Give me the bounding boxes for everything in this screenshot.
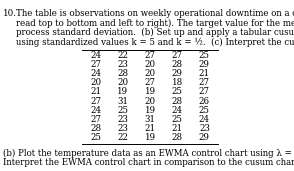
Text: 29: 29 <box>199 133 210 142</box>
Text: 28: 28 <box>172 133 183 142</box>
Text: 25: 25 <box>117 106 128 115</box>
Text: 18: 18 <box>172 78 183 87</box>
Text: 24: 24 <box>199 115 210 124</box>
Text: 21: 21 <box>172 124 183 133</box>
Text: 19: 19 <box>117 87 128 96</box>
Text: 31: 31 <box>117 97 128 106</box>
Text: 25: 25 <box>172 87 183 96</box>
Text: 21: 21 <box>144 124 156 133</box>
Text: using standardized values k = 5 and k = ½.  (c) Interpret the cusum chart.: using standardized values k = 5 and k = … <box>16 37 294 47</box>
Text: read top to bottom and left to right). The target value for the mean is 25.  (a): read top to bottom and left to right). T… <box>16 18 294 28</box>
Text: 27: 27 <box>90 115 101 124</box>
Text: 10.: 10. <box>3 9 17 18</box>
Text: 27: 27 <box>144 78 156 87</box>
Text: 23: 23 <box>199 124 210 133</box>
Text: 28: 28 <box>172 97 183 106</box>
Text: 25: 25 <box>199 51 210 60</box>
Text: 21: 21 <box>199 69 210 78</box>
Text: 20: 20 <box>144 60 156 69</box>
Text: 23: 23 <box>117 124 128 133</box>
Text: 22: 22 <box>117 133 128 142</box>
Text: 24: 24 <box>90 51 101 60</box>
Text: 20: 20 <box>90 78 101 87</box>
Text: 19: 19 <box>144 133 156 142</box>
Text: 20: 20 <box>117 78 128 87</box>
Text: 29: 29 <box>172 69 183 78</box>
Text: 20: 20 <box>144 69 156 78</box>
Text: 28: 28 <box>117 69 128 78</box>
Text: 23: 23 <box>117 60 128 69</box>
Text: 25: 25 <box>90 133 101 142</box>
Text: 28: 28 <box>172 60 183 69</box>
Text: process standard deviation.  (b) Set up and apply a tabular cusum chart for this: process standard deviation. (b) Set up a… <box>16 28 294 37</box>
Text: 24: 24 <box>90 106 101 115</box>
Text: 27: 27 <box>199 87 210 96</box>
Text: 27: 27 <box>172 51 183 60</box>
Text: 20: 20 <box>144 97 156 106</box>
Text: 27: 27 <box>90 97 101 106</box>
Text: 25: 25 <box>199 106 210 115</box>
Text: 27: 27 <box>144 51 156 60</box>
Text: 24: 24 <box>90 69 101 78</box>
Text: 24: 24 <box>172 106 183 115</box>
Text: 19: 19 <box>144 106 156 115</box>
Text: 31: 31 <box>144 115 156 124</box>
Text: The table is observations on weekly operational downtime on a critical equipment: The table is observations on weekly oper… <box>16 9 294 18</box>
Text: 26: 26 <box>199 97 210 106</box>
Text: Interpret the EWMA control chart in comparison to the cusum chart.: Interpret the EWMA control chart in comp… <box>3 158 294 167</box>
Text: 23: 23 <box>117 115 128 124</box>
Text: 29: 29 <box>199 60 210 69</box>
Text: 27: 27 <box>90 60 101 69</box>
Text: 21: 21 <box>90 87 101 96</box>
Text: 27: 27 <box>199 78 210 87</box>
Text: 28: 28 <box>90 124 101 133</box>
Text: 25: 25 <box>172 115 183 124</box>
Text: 19: 19 <box>144 87 156 96</box>
Text: (b) Plot the temperature data as an EWMA control chart using λ = 0.1 and L = 2.7: (b) Plot the temperature data as an EWMA… <box>3 148 294 158</box>
Text: 22: 22 <box>117 51 128 60</box>
